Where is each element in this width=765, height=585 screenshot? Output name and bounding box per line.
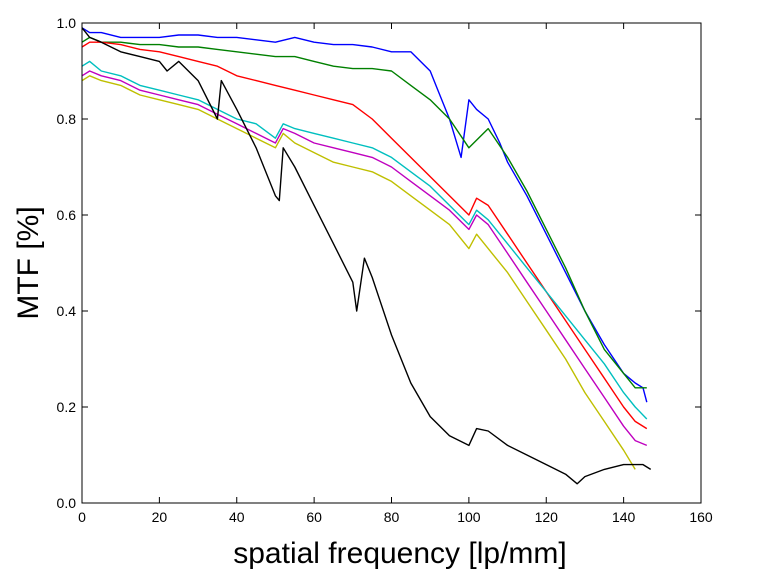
y-tick-label: 0.2 xyxy=(57,399,77,415)
x-tick-label: 120 xyxy=(535,509,559,525)
x-tick-label: 160 xyxy=(689,509,713,525)
y-axis-title: MTF [%] xyxy=(12,206,45,319)
x-axis-title: spatial frequency [lp/mm] xyxy=(233,537,566,570)
x-tick-label: 140 xyxy=(612,509,636,525)
x-tick-label: 40 xyxy=(229,509,245,525)
series-line-3 xyxy=(81,60,648,420)
x-tick-label: 0 xyxy=(78,509,86,525)
x-tick-label: 80 xyxy=(384,509,400,525)
plot-frame xyxy=(81,22,702,504)
x-tick-label: 60 xyxy=(306,509,322,525)
y-tick-label: 0.0 xyxy=(57,495,77,511)
series-line-4 xyxy=(81,70,648,447)
series-line-6 xyxy=(81,27,652,485)
x-tick-label: 100 xyxy=(457,509,481,525)
y-tick-label: 0.6 xyxy=(57,207,77,223)
y-tick-label: 0.4 xyxy=(57,303,77,319)
series-line-2 xyxy=(81,41,648,430)
y-tick-label: 1.0 xyxy=(57,15,77,31)
series-line-0 xyxy=(81,27,648,403)
y-tick-label: 0.8 xyxy=(57,111,77,127)
x-tick-label: 20 xyxy=(152,509,168,525)
series-line-1 xyxy=(81,36,647,389)
series-line-5 xyxy=(81,75,636,470)
plot-background xyxy=(82,23,701,503)
tick-layer: 0 20 40 60 80 100 120 140 160 0.0 0.2 0.4 0.6 0.8 1.0 xyxy=(57,15,713,525)
series-layer xyxy=(81,27,652,485)
